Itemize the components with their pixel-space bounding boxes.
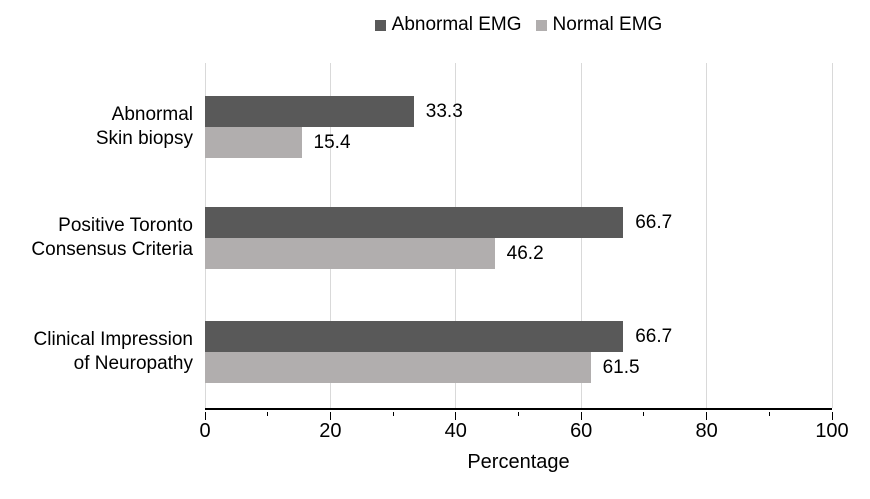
bar-normal-emg-1 <box>205 238 495 269</box>
tick-label-80: 80 <box>695 420 718 442</box>
minor-tick-90 <box>768 412 770 416</box>
minor-tick-30 <box>392 412 394 416</box>
category-labels: Abnormal Skin biopsy Positive Toronto Con… <box>0 63 193 410</box>
minor-tick-10 <box>267 412 269 416</box>
tick-label-100: 100 <box>815 420 849 442</box>
major-tick-80 <box>706 412 708 420</box>
bar-normal-emg-0 <box>205 127 302 158</box>
tick-label-40: 40 <box>444 420 467 442</box>
value-label: 66.7 <box>635 326 673 347</box>
category-label-0: Abnormal Skin biopsy <box>95 104 193 149</box>
bar-abnormal-emg-0 <box>205 96 414 127</box>
bar-normal-emg-2 <box>205 352 591 383</box>
gridline-100 <box>831 63 833 408</box>
x-axis-title: Percentage <box>467 451 570 473</box>
major-tick-100 <box>831 412 833 420</box>
category-label-2: Clinical Impression of Neuropathy <box>33 329 193 374</box>
legend-label-abnormal-emg: Abnormal EMG <box>391 14 522 35</box>
tick-label-60: 60 <box>570 420 593 442</box>
value-label: 66.7 <box>635 212 673 233</box>
value-label: 15.4 <box>313 132 351 153</box>
minor-tick-70 <box>643 412 645 416</box>
x-axis-tick-labels: 0 20 40 60 80 100 <box>199 420 848 444</box>
minor-tick-50 <box>518 412 519 416</box>
legend: Abnormal EMG Normal EMG <box>205 12 832 38</box>
gridline-80 <box>706 63 708 408</box>
tick-label-20: 20 <box>319 420 342 442</box>
bar-abnormal-emg-2 <box>205 321 624 352</box>
category-label-1: Positive Toronto Consensus Criteria <box>31 215 193 260</box>
legend-swatch-abnormal-emg <box>374 19 386 31</box>
major-tick-40 <box>455 412 457 420</box>
legend-label-normal-emg: Normal EMG <box>552 14 663 35</box>
major-tick-60 <box>580 412 582 420</box>
value-label: 33.3 <box>425 101 463 122</box>
value-label: 46.2 <box>506 243 544 264</box>
x-axis-ticks <box>204 412 833 422</box>
bar-abnormal-emg-1 <box>205 207 624 238</box>
legend-item-normal-emg: Normal EMG <box>535 14 663 36</box>
value-label: 61.5 <box>602 357 640 378</box>
legend-item-abnormal-emg: Abnormal EMG <box>374 14 522 36</box>
legend-swatch-normal-emg <box>535 19 547 31</box>
tick-label-0: 0 <box>199 420 211 442</box>
plot-area: 33.3 15.4 66.7 46.2 66.7 61.5 <box>204 63 833 410</box>
major-tick-20 <box>329 412 331 420</box>
major-tick-0 <box>204 412 206 420</box>
